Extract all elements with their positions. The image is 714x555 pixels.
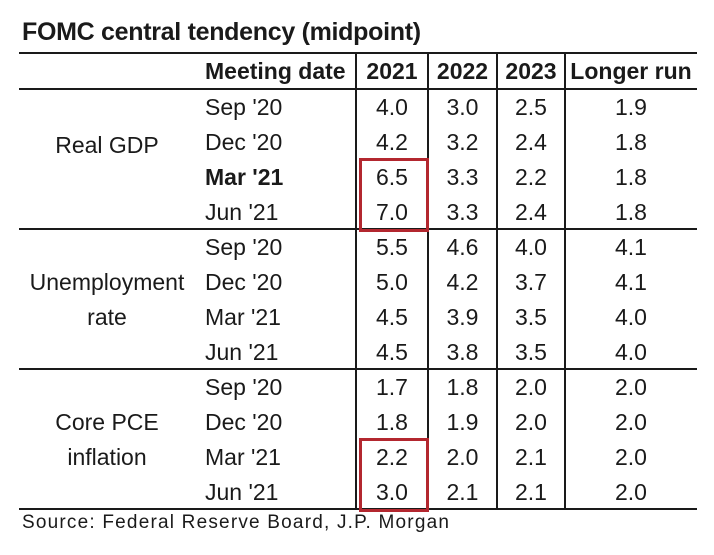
value-cell: 1.8 [615, 199, 647, 225]
value-cell: 4.2 [446, 269, 479, 295]
column-divider [355, 52, 357, 510]
value-cell: 1.8 [615, 129, 647, 155]
value-cell: 4.6 [446, 234, 479, 260]
value-cell: 4.0 [615, 304, 647, 330]
table-rule [19, 508, 697, 510]
column-header-longer-run: Longer run [570, 58, 692, 84]
value-cell: 2.1 [515, 479, 547, 505]
row-group-label: Core PCE [55, 409, 159, 435]
value-cell: 3.9 [446, 304, 479, 330]
value-cell: 2.4 [515, 129, 547, 155]
value-cell: 1.8 [615, 164, 647, 190]
value-cell: 3.7 [515, 269, 547, 295]
meeting-date-cell: Sep '20 [205, 374, 283, 400]
value-cell: 4.0 [515, 234, 547, 260]
table-title: FOMC central tendency (midpoint) [22, 18, 421, 46]
value-cell: 6.5 [376, 164, 408, 190]
value-cell: 4.5 [376, 304, 408, 330]
value-cell: 3.2 [446, 129, 479, 155]
meeting-date-cell: Dec '20 [205, 409, 283, 435]
value-cell: 4.0 [376, 94, 408, 120]
row-group-label: rate [87, 304, 127, 330]
value-cell: 3.0 [376, 479, 408, 505]
meeting-date-cell: Sep '20 [205, 94, 283, 120]
table-rule [19, 228, 697, 230]
value-cell: 1.7 [376, 374, 408, 400]
value-cell: 2.0 [515, 374, 547, 400]
value-cell: 2.0 [515, 409, 547, 435]
value-cell: 3.5 [515, 304, 547, 330]
value-cell: 4.5 [376, 339, 408, 365]
value-cell: 3.3 [446, 164, 479, 190]
row-group-label: Real GDP [55, 131, 159, 158]
highlight-box [359, 438, 429, 512]
meeting-date-cell: Jun '21 [205, 339, 279, 365]
value-cell: 4.0 [615, 339, 647, 365]
meeting-date-cell: Mar '21 [205, 304, 281, 330]
value-cell: 3.5 [515, 339, 547, 365]
table-rule [19, 368, 697, 370]
value-cell: 2.0 [446, 444, 479, 470]
highlight-box [359, 158, 429, 232]
value-cell: 1.8 [376, 409, 408, 435]
value-cell: 5.0 [376, 269, 408, 295]
meeting-date-cell: Sep '20 [205, 234, 283, 260]
value-cell: 2.2 [515, 164, 547, 190]
value-cell: 2.4 [515, 199, 547, 225]
column-header-2021: 2021 [366, 58, 418, 84]
meeting-date-cell: Mar '21 [205, 444, 281, 470]
meeting-date-cell: Dec '20 [205, 129, 283, 155]
value-cell: 3.0 [446, 94, 479, 120]
value-cell: 3.8 [446, 339, 479, 365]
column-divider [564, 52, 566, 510]
value-cell: 1.9 [446, 409, 479, 435]
column-header-2022: 2022 [436, 58, 489, 84]
table-rule [19, 52, 697, 54]
column-divider [427, 52, 429, 510]
value-cell: 4.1 [615, 269, 647, 295]
value-cell: 4.1 [615, 234, 647, 260]
meeting-date-cell: Dec '20 [205, 269, 283, 295]
column-header-2023: 2023 [505, 58, 557, 84]
value-cell: 2.0 [615, 444, 647, 470]
value-cell: 2.1 [446, 479, 479, 505]
row-group-label: Unemployment [29, 269, 185, 295]
value-cell: 2.0 [615, 409, 647, 435]
value-cell: 4.2 [376, 129, 408, 155]
column-divider [496, 52, 498, 510]
column-header-meeting-date: Meeting date [205, 58, 346, 84]
value-cell: 2.5 [515, 94, 547, 120]
value-cell: 1.8 [446, 374, 479, 400]
value-cell: 5.5 [376, 234, 408, 260]
value-cell: 7.0 [376, 199, 408, 225]
value-cell: 2.2 [376, 444, 408, 470]
value-cell: 3.3 [446, 199, 479, 225]
value-cell: 2.1 [515, 444, 547, 470]
row-group-label: inflation [67, 444, 147, 470]
source-note: Source: Federal Reserve Board, J.P. Morg… [22, 512, 451, 533]
meeting-date-cell: Jun '21 [205, 199, 279, 225]
value-cell: 1.9 [615, 94, 647, 120]
value-cell: 2.0 [615, 479, 647, 505]
table-rule [19, 88, 697, 90]
value-cell: 2.0 [615, 374, 647, 400]
meeting-date-cell: Mar '21 [205, 164, 284, 190]
meeting-date-cell: Jun '21 [205, 479, 279, 505]
